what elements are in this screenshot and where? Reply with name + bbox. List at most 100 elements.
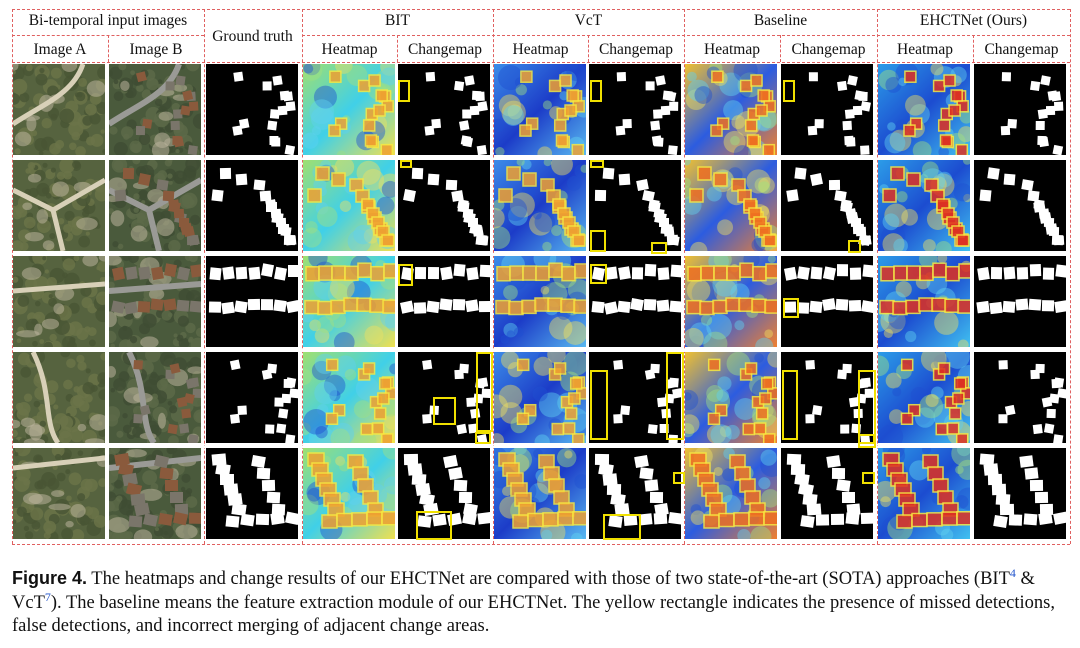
tile-heatmap-row-3 <box>303 256 395 347</box>
grid-line-v <box>588 35 589 62</box>
tile-changemap-row-4 <box>974 352 1066 443</box>
tile-heatmap-row-2 <box>878 160 970 251</box>
grid-line-header-bottom <box>12 62 1070 63</box>
tile-heatmap-row-2 <box>303 160 395 251</box>
row-separator <box>13 158 1070 160</box>
error-marker-rectangle <box>475 432 491 444</box>
tile-changemap-row-5 <box>398 448 490 539</box>
tile-changemap-row-2 <box>589 160 681 251</box>
tile-changemap-row-2 <box>781 160 873 251</box>
header-changemap-bit: Changemap <box>407 41 483 58</box>
tile-changemap-row-5 <box>781 448 873 539</box>
grid-line-v <box>973 35 974 62</box>
tile-heatmap-row-4 <box>878 352 970 443</box>
tile-heatmap-row-3 <box>878 256 970 347</box>
tile-heatmap-row-5 <box>685 448 777 539</box>
tile-changemap-row-2 <box>398 160 490 251</box>
error-marker-rectangle <box>590 230 606 252</box>
error-marker-rectangle <box>433 397 456 425</box>
tile-heatmap-row-1 <box>494 64 586 155</box>
tile-changemap-row-1 <box>589 64 681 155</box>
error-marker-rectangle <box>782 370 798 440</box>
tile-heatmap-row-3 <box>494 256 586 347</box>
grid-line-top <box>12 9 1070 10</box>
grid-line-bottom <box>12 544 1070 545</box>
tile-heatmap-row-5 <box>494 448 586 539</box>
grid-line-v <box>877 9 878 544</box>
figure-caption: Figure 4. The heatmaps and change result… <box>12 567 1074 639</box>
error-marker-rectangle <box>398 80 410 102</box>
tile-changemap-row-3 <box>589 256 681 347</box>
tile-image-b-row-1 <box>109 64 201 155</box>
citation-link-bit[interactable]: 4 <box>1009 565 1016 580</box>
tile-changemap-row-1 <box>974 64 1066 155</box>
header-heatmap-bit: Heatmap <box>321 41 378 58</box>
header-changemap-vct: Changemap <box>598 41 674 58</box>
grid-line-v <box>108 35 109 62</box>
error-marker-rectangle <box>862 472 875 484</box>
tile-heatmap-row-1 <box>685 64 777 155</box>
tile-ground-truth-row-1 <box>206 64 298 155</box>
header-changemap-ehctnet: Changemap <box>984 41 1059 58</box>
header-changemap-baseline: Changemap <box>791 41 866 58</box>
grid-line-v <box>493 9 494 544</box>
error-marker-rectangle <box>590 80 602 102</box>
row-separator <box>13 446 1070 448</box>
tile-changemap-row-3 <box>974 256 1066 347</box>
grid-line-v <box>1070 9 1071 544</box>
tile-heatmap-row-2 <box>685 160 777 251</box>
tile-image-b-row-5 <box>109 448 201 539</box>
tile-heatmap-row-4 <box>685 352 777 443</box>
header-method-baseline: Baseline <box>753 12 808 29</box>
error-marker-rectangle <box>783 80 795 102</box>
tile-image-a-row-4 <box>13 352 105 443</box>
tile-changemap-row-3 <box>398 256 490 347</box>
caption-text: & VcT <box>12 569 1035 613</box>
header-heatmap-ehctnet: Heatmap <box>897 41 953 58</box>
error-marker-rectangle <box>858 434 875 444</box>
error-marker-rectangle <box>651 242 667 254</box>
caption-text: ). The baseline means the feature extrac… <box>12 592 1055 637</box>
tile-heatmap-row-3 <box>685 256 777 347</box>
error-marker-rectangle <box>666 352 684 440</box>
header-heatmap-baseline: Heatmap <box>704 41 760 58</box>
error-marker-rectangle <box>783 298 799 318</box>
tile-ground-truth-row-2 <box>206 160 298 251</box>
error-marker-rectangle <box>603 514 641 540</box>
tile-image-b-row-2 <box>109 160 201 251</box>
error-marker-rectangle <box>398 264 413 286</box>
grid-line-v <box>302 9 303 544</box>
error-marker-rectangle <box>858 370 876 448</box>
error-marker-rectangle <box>590 370 608 440</box>
header-ground-truth: Ground truth <box>212 28 293 45</box>
citation-link-vct[interactable]: 7 <box>44 589 51 604</box>
tile-image-a-row-2 <box>13 160 105 251</box>
tile-changemap-row-1 <box>781 64 873 155</box>
error-marker-rectangle <box>590 264 607 284</box>
grid-line-v <box>204 9 205 544</box>
row-separator <box>13 350 1070 352</box>
grid-line-header-mid-2 <box>302 35 1070 36</box>
tile-image-a-row-3 <box>13 256 105 347</box>
header-heatmap-vct: Heatmap <box>512 41 569 58</box>
tile-image-a-row-5 <box>13 448 105 539</box>
tile-changemap-row-3 <box>781 256 873 347</box>
tile-image-b-row-3 <box>109 256 201 347</box>
tile-image-a-row-1 <box>13 64 105 155</box>
grid-line-v <box>780 35 781 62</box>
error-marker-rectangle <box>848 240 861 253</box>
header-method-bit: BIT <box>385 12 410 29</box>
row-separator <box>13 254 1070 256</box>
tile-heatmap-row-1 <box>303 64 395 155</box>
header-image-b: Image B <box>129 41 183 58</box>
error-marker-rectangle <box>476 352 493 432</box>
tile-heatmap-row-5 <box>303 448 395 539</box>
tile-changemap-row-1 <box>398 64 490 155</box>
tile-heatmap-row-4 <box>303 352 395 443</box>
header-input-group: Bi-temporal input images <box>28 12 188 29</box>
tile-ground-truth-row-4 <box>206 352 298 443</box>
error-marker-rectangle <box>673 472 685 484</box>
grid-line-v <box>684 9 685 544</box>
tile-heatmap-row-5 <box>878 448 970 539</box>
